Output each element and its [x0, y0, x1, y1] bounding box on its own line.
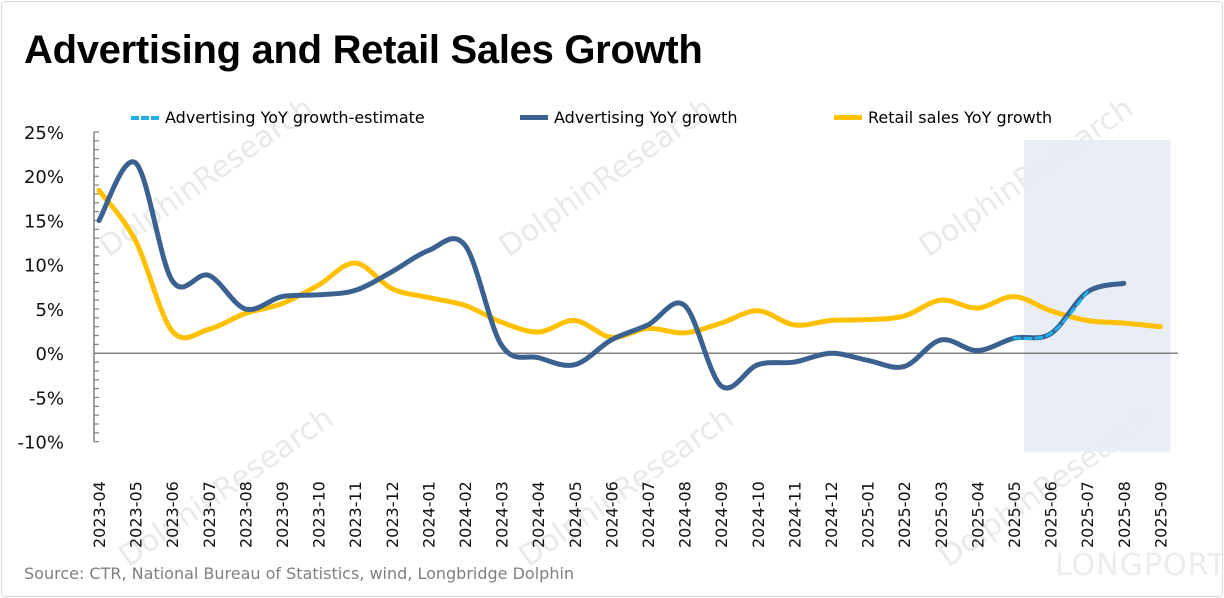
x-tick-label: 2023-10: [310, 481, 329, 548]
x-tick-label: 2024-11: [785, 481, 804, 548]
legend-item-retail: Retail sales YoY growth: [834, 108, 1052, 127]
series-line-advertising-yoy-growth: [96, 159, 1127, 391]
x-tick-label: 2024-09: [712, 481, 731, 548]
x-tick-label: 2024-02: [456, 481, 475, 548]
y-tick-label: -5%: [29, 388, 64, 409]
longport-watermark: LONGPORT: [1055, 548, 1224, 583]
y-tick-label: 0%: [35, 344, 64, 365]
x-tick-label: 2023-04: [90, 481, 109, 548]
y-tick-label: 5%: [35, 300, 64, 321]
x-tick-label: 2024-05: [566, 481, 585, 548]
legend-label: Advertising YoY growth-estimate: [165, 108, 425, 127]
x-tick-label: 2024-06: [602, 481, 621, 548]
series-line-retail-sales-yoy-growth: [96, 187, 1163, 341]
legend-swatch: [834, 115, 862, 120]
forecast-highlight-band: [1024, 140, 1171, 452]
y-tick-label: 15%: [24, 211, 64, 232]
x-tick-label: 2024-07: [639, 481, 658, 548]
x-tick-label: 2025-06: [1042, 481, 1061, 548]
legend-label: Advertising YoY growth: [554, 108, 738, 127]
x-tick-label: 2023-12: [383, 481, 402, 548]
x-tick-label: 2024-10: [749, 481, 768, 548]
legend-item-advertising: Advertising YoY growth: [520, 108, 738, 127]
source-note: Source: CTR, National Bureau of Statisti…: [24, 564, 575, 583]
y-tick-label: 20%: [24, 167, 64, 188]
x-tick-label: 2025-01: [859, 481, 878, 548]
x-tick-label: 2023-07: [200, 481, 219, 548]
x-tick-label: 2023-05: [127, 481, 146, 548]
x-tick-label: 2025-09: [1151, 481, 1170, 548]
x-tick-label: 2025-08: [1115, 481, 1134, 548]
x-tick-label: 2025-02: [895, 481, 914, 548]
x-tick-label: 2023-11: [346, 481, 365, 548]
x-tick-label: 2024-12: [822, 481, 841, 548]
y-tick-label: 10%: [24, 256, 64, 277]
x-tick-label: 2024-08: [676, 481, 695, 548]
x-tick-label: 2024-01: [419, 481, 438, 548]
x-tick-label: 2024-04: [529, 481, 548, 548]
x-tick-label: 2023-09: [273, 481, 292, 548]
legend-label: Retail sales YoY growth: [868, 108, 1053, 127]
x-tick-label: 2024-03: [493, 481, 512, 548]
x-tick-label: 2025-05: [1005, 481, 1024, 548]
y-tick-label: -10%: [17, 433, 64, 454]
x-tick-label: 2023-06: [163, 481, 182, 548]
legend-item-estimate: Advertising YoY growth-estimate: [131, 108, 425, 127]
x-tick-label: 2023-08: [236, 481, 255, 548]
y-tick-label: 25%: [24, 123, 64, 144]
x-tick-label: 2025-04: [968, 481, 987, 548]
legend-swatch: [131, 115, 159, 120]
chart-title: Advertising and Retail Sales Growth: [24, 28, 703, 72]
series-line-advertising-yoy-growth-estimate: [1012, 290, 1089, 341]
x-tick-label: 2025-07: [1078, 481, 1097, 548]
x-tick-label: 2025-03: [932, 481, 951, 548]
legend-swatch: [520, 115, 548, 120]
